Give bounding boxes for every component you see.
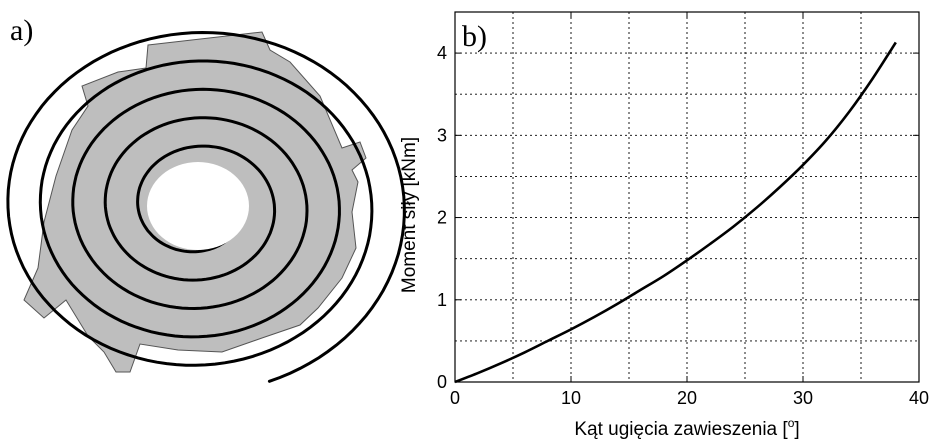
y-axis-title: Moment siły [kNm] — [399, 137, 420, 293]
y-tick-label: 4 — [437, 43, 447, 63]
spiral-slot — [6, 30, 406, 383]
x-tick-label: 0 — [450, 388, 460, 408]
x-axis-title-text: Kąt ugięcia zawieszenia [ — [574, 419, 788, 440]
center-hole — [147, 162, 249, 250]
x-axis-title-close: ] — [794, 419, 799, 440]
x-tick-label: 40 — [909, 388, 929, 408]
y-tick-labels: 0 1 2 3 4 — [437, 43, 447, 392]
series-line-0 — [454, 41, 897, 384]
x-axis-title: Kąt ugięcia zawieszenia [o] — [574, 416, 799, 440]
y-tick-label: 1 — [437, 290, 447, 310]
x-tick-label: 30 — [793, 388, 813, 408]
panel-a-label: a) — [10, 14, 33, 47]
y-tick-label: 0 — [437, 372, 447, 392]
x-tick-labels: 0 10 20 30 40 — [450, 388, 929, 408]
axis-ticks — [454, 12, 920, 383]
y-tick-label: 2 — [437, 208, 447, 228]
x-tick-label: 10 — [561, 388, 581, 408]
spiral-spring-drawing — [6, 30, 406, 383]
panel-b-label: b) — [462, 20, 487, 53]
data-series — [454, 41, 897, 384]
moment-chart: 0 10 20 30 40 0 1 2 3 4 b) Kąt ugięcia zawieszen… — [399, 11, 929, 440]
x-axis-degree-sign: o — [788, 416, 795, 430]
x-tick-label: 20 — [677, 388, 697, 408]
y-tick-label: 3 — [437, 125, 447, 145]
